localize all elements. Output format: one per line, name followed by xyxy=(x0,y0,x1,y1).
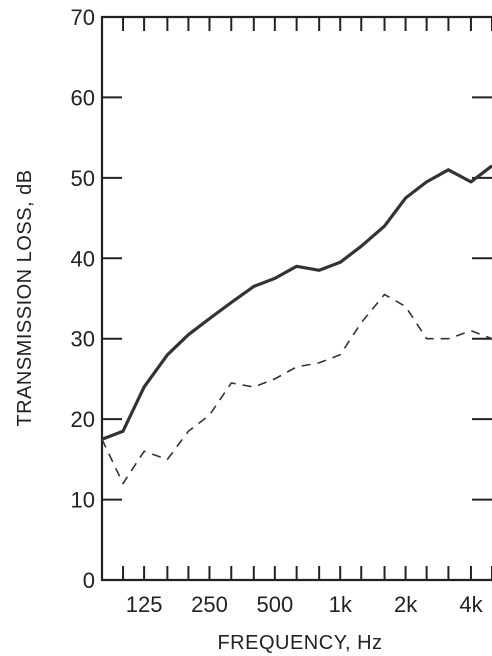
series-line-solid xyxy=(101,164,492,441)
x-tick-label: 1k xyxy=(329,592,353,617)
y-tick-label: 50 xyxy=(71,166,95,191)
x-tick-label: 4k xyxy=(459,592,483,617)
x-tick-label: 250 xyxy=(191,592,228,617)
y-tick-label: 30 xyxy=(71,327,95,352)
x-tick-label: 125 xyxy=(126,592,163,617)
y-tick-label: 70 xyxy=(71,5,95,30)
y-tick-label: 0 xyxy=(83,568,95,593)
y-tick-label: 10 xyxy=(71,488,95,513)
x-tick-label: 500 xyxy=(256,592,293,617)
y-axis-label: TRANSMISSION LOSS, dB xyxy=(14,169,36,426)
plot-frame xyxy=(100,15,492,582)
y-tick-label: 60 xyxy=(71,85,95,110)
x-tick-label: 2k xyxy=(394,592,418,617)
x-axis-label: FREQUENCY, Hz xyxy=(217,632,382,654)
y-tick-label: 20 xyxy=(71,407,95,432)
y-tick-label: 40 xyxy=(71,246,95,271)
series-line-dashed xyxy=(101,293,492,485)
